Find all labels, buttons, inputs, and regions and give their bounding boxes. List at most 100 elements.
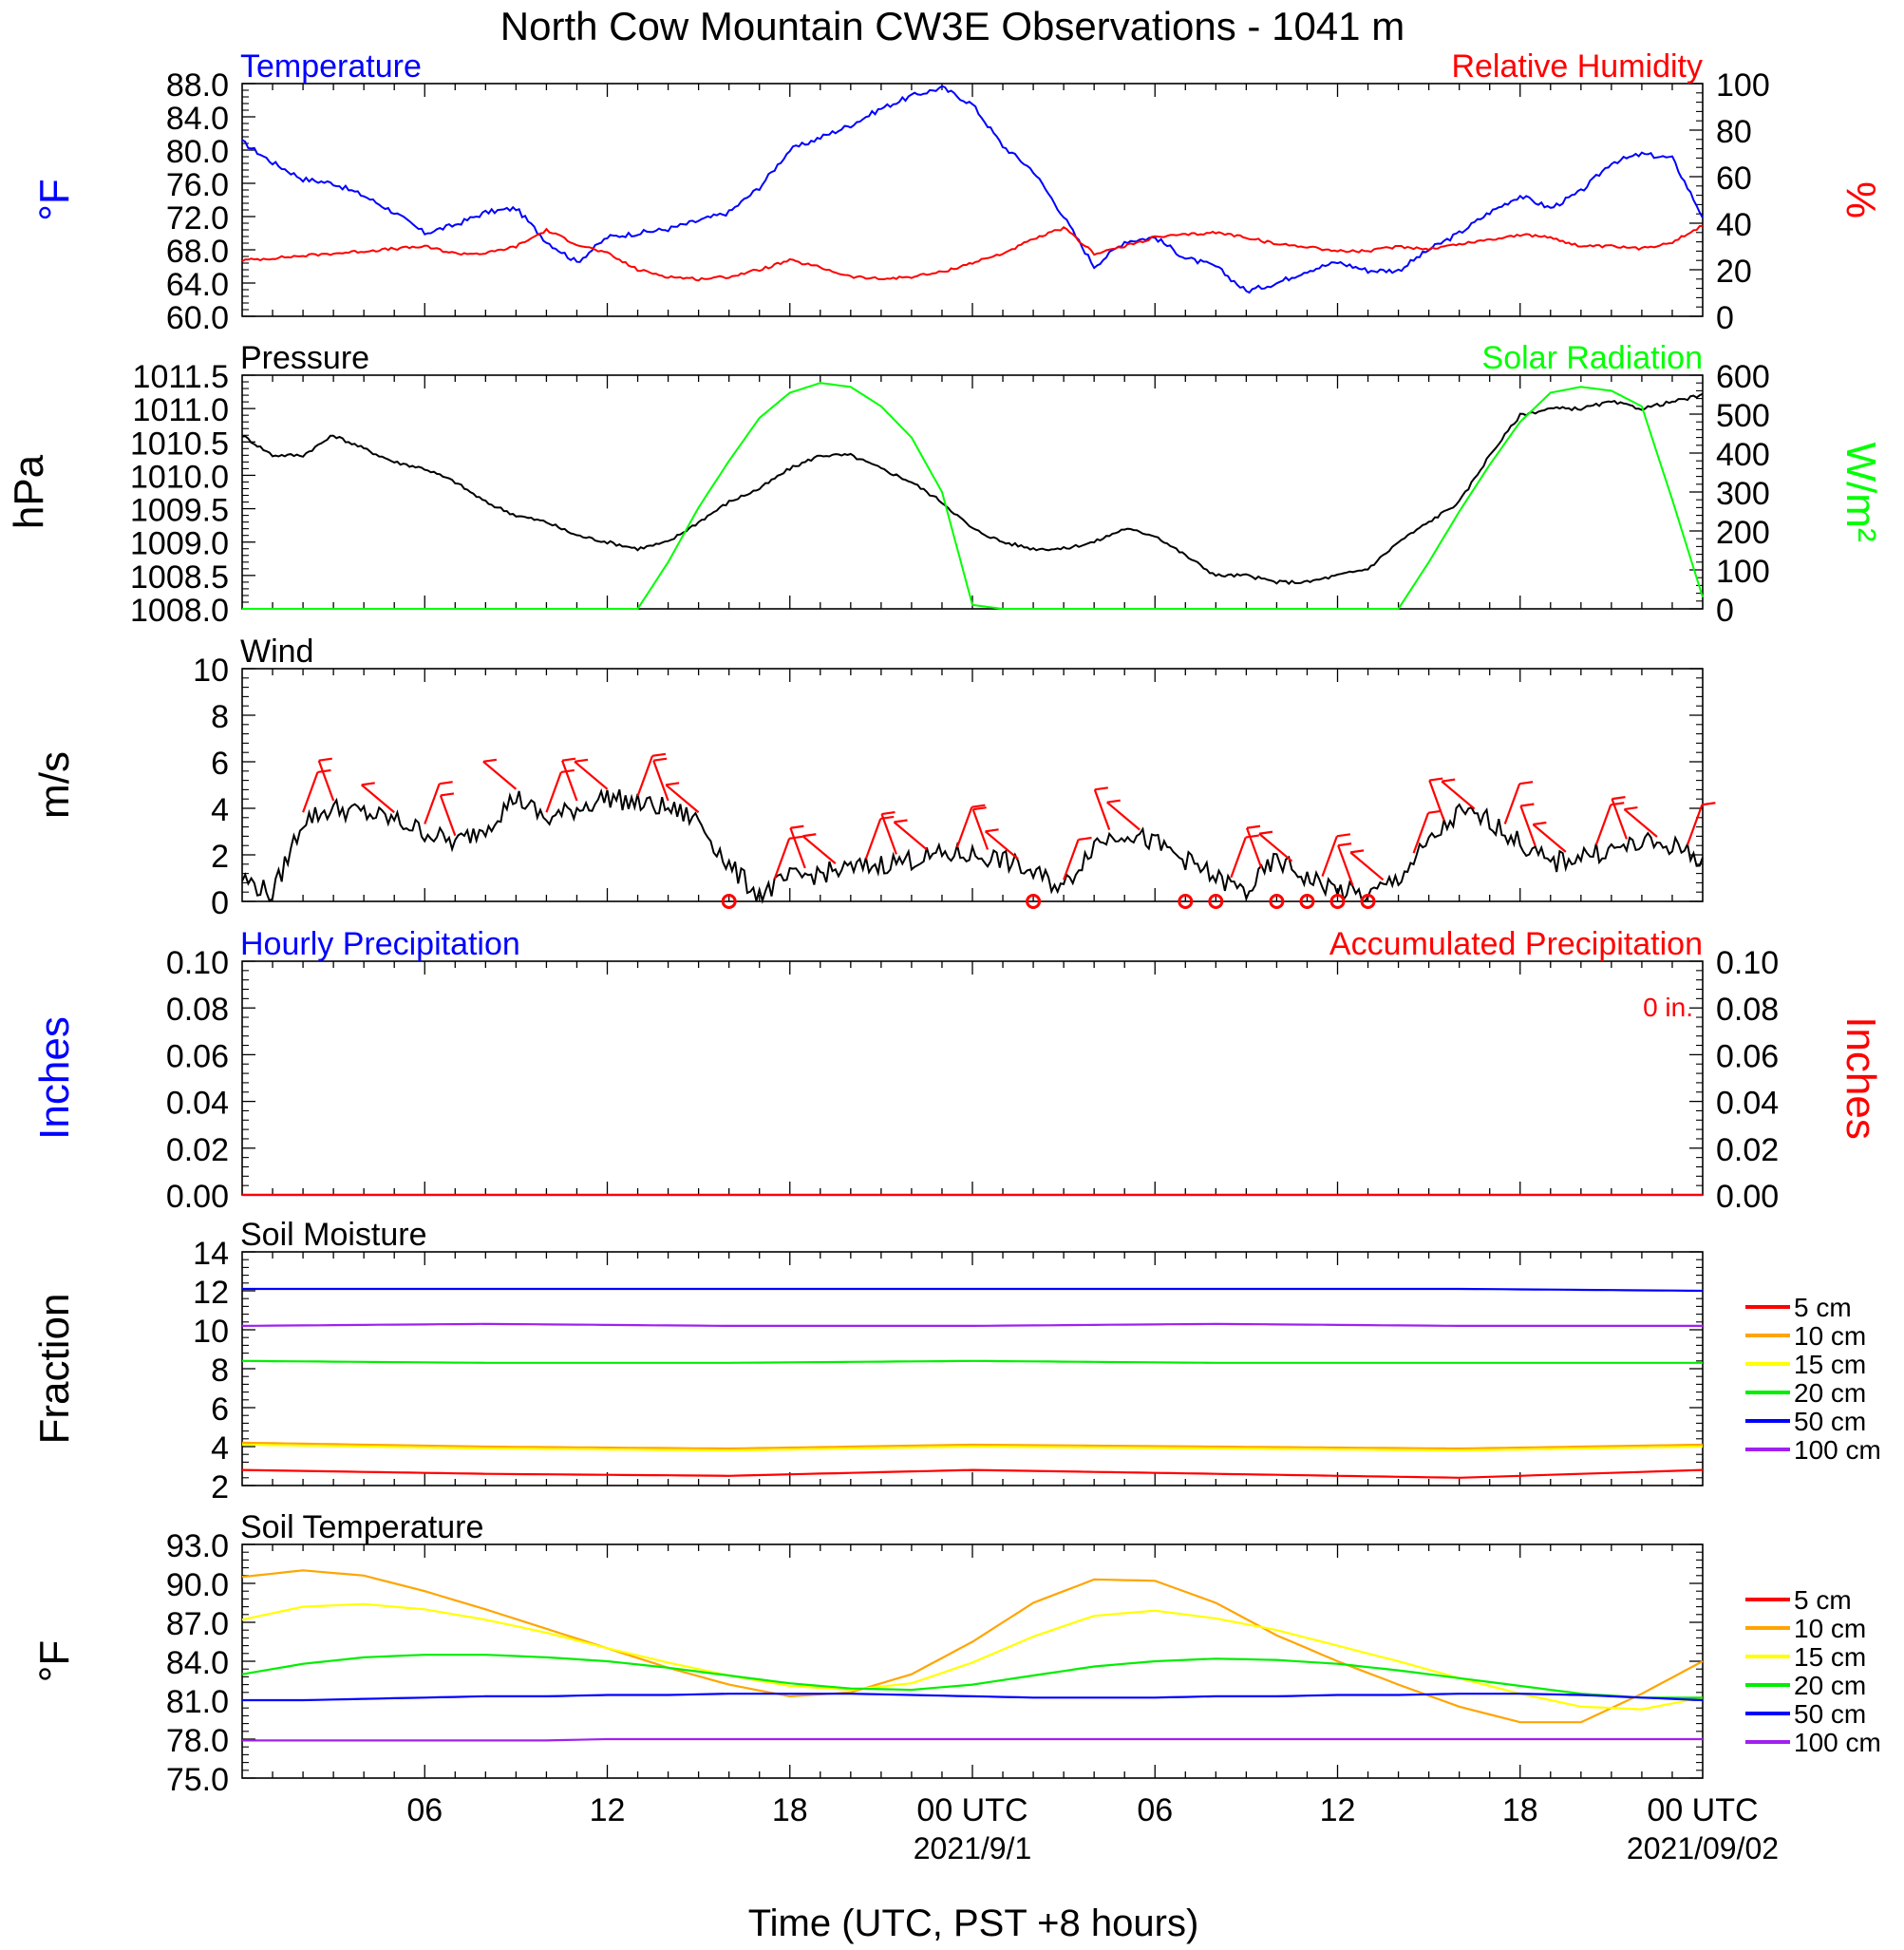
legend-label: 5 cm bbox=[1794, 1585, 1852, 1615]
calm-wind-marker bbox=[1299, 894, 1315, 909]
wind-barb bbox=[893, 819, 928, 851]
wind-barb-staff bbox=[317, 760, 335, 802]
wind-barb-flag bbox=[1624, 805, 1638, 811]
y-axis-label: Fraction bbox=[31, 1294, 78, 1445]
wind-barb-staff bbox=[955, 806, 973, 848]
y-tick-label: 81.0 bbox=[166, 1684, 229, 1720]
wind-barb bbox=[1245, 824, 1263, 869]
panel-title: Pressure bbox=[240, 340, 369, 376]
wind-barb-flag bbox=[1520, 803, 1535, 807]
y-tick-label: 60.0 bbox=[166, 300, 229, 336]
wind-barb bbox=[665, 782, 700, 814]
y-right-tick-label: 20 bbox=[1716, 254, 1752, 290]
y-tick-label: 0.02 bbox=[166, 1132, 229, 1168]
wind-barb bbox=[1441, 778, 1476, 810]
y-tick-label: 14 bbox=[193, 1236, 229, 1272]
legend-label: 15 cm bbox=[1794, 1642, 1866, 1672]
wind-barb bbox=[971, 806, 990, 850]
wind-barb-flag bbox=[317, 768, 331, 774]
wind-barb bbox=[1623, 805, 1658, 838]
wind-barb-staff bbox=[302, 771, 319, 813]
y-tick-label: 84.0 bbox=[166, 101, 229, 137]
wind-barb-staff bbox=[636, 755, 653, 797]
wind-barb-staff bbox=[665, 784, 700, 814]
wind-barb-flag bbox=[1533, 821, 1547, 826]
wind-barb-staff bbox=[1337, 844, 1354, 886]
wind-barb-staff bbox=[545, 771, 562, 813]
y-right-tick-label: 0.06 bbox=[1716, 1038, 1779, 1074]
wind-barb-flag bbox=[1245, 834, 1259, 839]
wind-barb-staff bbox=[1441, 780, 1476, 810]
wind-barb-staff bbox=[1611, 798, 1628, 840]
legend-label: 50 cm bbox=[1794, 1407, 1866, 1436]
y-tick-label: 1008.5 bbox=[130, 559, 229, 596]
wind-barb bbox=[1321, 833, 1351, 878]
wind-barb-flag bbox=[651, 752, 667, 757]
wind-barb-flag bbox=[1337, 842, 1352, 847]
wind-barb-flag bbox=[653, 757, 668, 762]
wind-barb bbox=[317, 757, 335, 802]
wind-barb-staff bbox=[1063, 839, 1080, 880]
y-tick-label: 68.0 bbox=[166, 234, 229, 270]
wind-barb bbox=[439, 792, 457, 837]
legend-label: 20 cm bbox=[1794, 1378, 1866, 1408]
wind-barb-staff bbox=[439, 795, 457, 837]
calm-wind-marker bbox=[1360, 894, 1376, 909]
panel-2: 1011.51011.01010.51010.01009.51009.01008… bbox=[6, 340, 1884, 629]
y-tick-label: 2 bbox=[211, 839, 229, 875]
y-axis-right-label: Inches bbox=[1838, 1016, 1884, 1140]
calm-wind-marker bbox=[1269, 894, 1285, 909]
wind-barb bbox=[1686, 802, 1716, 845]
wind-barb bbox=[1337, 842, 1354, 886]
wind-barb bbox=[545, 768, 575, 813]
y-tick-label: 4 bbox=[211, 792, 229, 828]
wind-barb-staff bbox=[424, 783, 441, 824]
wind-barb bbox=[1106, 799, 1141, 831]
wind-barb-staff bbox=[1623, 808, 1658, 838]
wind-barb-flag bbox=[1349, 849, 1365, 854]
panel-title: Hourly Precipitation bbox=[240, 926, 520, 962]
series-line-temperature bbox=[241, 85, 1704, 294]
wind-barb-staff bbox=[801, 835, 837, 864]
figure-title: North Cow Mountain CW3E Observations - 1… bbox=[500, 4, 1404, 48]
wind-barb-staff bbox=[971, 808, 990, 850]
y-tick-label: 12 bbox=[193, 1275, 229, 1311]
y-tick-label: 1011.5 bbox=[133, 359, 229, 395]
y-right-tick-label: 0.00 bbox=[1716, 1179, 1779, 1215]
y-right-tick-label: 200 bbox=[1716, 515, 1770, 551]
wind-barb bbox=[574, 758, 609, 790]
legend-label: 15 cm bbox=[1794, 1350, 1866, 1379]
y-tick-label: 78.0 bbox=[166, 1723, 229, 1759]
wind-barb-staff bbox=[1686, 804, 1704, 845]
wind-barb-flag bbox=[1258, 830, 1273, 835]
y-axis-right-label: W/m² bbox=[1838, 442, 1884, 541]
wind-barb bbox=[1258, 830, 1293, 862]
y-tick-label: 2 bbox=[211, 1469, 229, 1505]
y-tick-label: 0.10 bbox=[166, 945, 229, 981]
wind-barb-flag bbox=[1518, 781, 1534, 786]
calm-wind-marker bbox=[1026, 894, 1042, 909]
wind-barb bbox=[1532, 821, 1567, 853]
legend-label: 10 cm bbox=[1794, 1614, 1866, 1643]
x-tick-label: 00 UTC bbox=[1647, 1792, 1758, 1828]
y-right-tick-label: 0.08 bbox=[1716, 992, 1779, 1028]
wind-barb-staff bbox=[1258, 832, 1293, 862]
wind-barb bbox=[424, 781, 453, 824]
panel-4: 0.10 0.08 0.06 0.04 0.02 0.00 0.10 0.08 0.06 0.04… bbox=[31, 926, 1884, 1215]
series-line-pressure bbox=[241, 392, 1704, 585]
y-tick-label: 1008.0 bbox=[130, 593, 229, 629]
wind-barb bbox=[1063, 836, 1092, 880]
wind-barb-staff bbox=[880, 813, 897, 855]
wind-barb-staff bbox=[1519, 805, 1536, 847]
wind-barb-staff bbox=[1230, 837, 1247, 879]
panel-right-title: Accumulated Precipitation bbox=[1329, 926, 1703, 962]
x-axis-label: Time (UTC, PST +8 hours) bbox=[748, 1903, 1199, 1944]
panels-group: 88.084.080.076.072.068.064.060.010080604… bbox=[6, 48, 1884, 1798]
y-tick-label: 93.0 bbox=[166, 1528, 229, 1564]
y-right-tick-label: 100 bbox=[1716, 67, 1770, 104]
panel-title: Temperature bbox=[240, 48, 422, 85]
wind-barb bbox=[1428, 777, 1445, 822]
series-line-20-cm bbox=[241, 1359, 1703, 1364]
wind-barb-flag bbox=[1336, 833, 1351, 838]
